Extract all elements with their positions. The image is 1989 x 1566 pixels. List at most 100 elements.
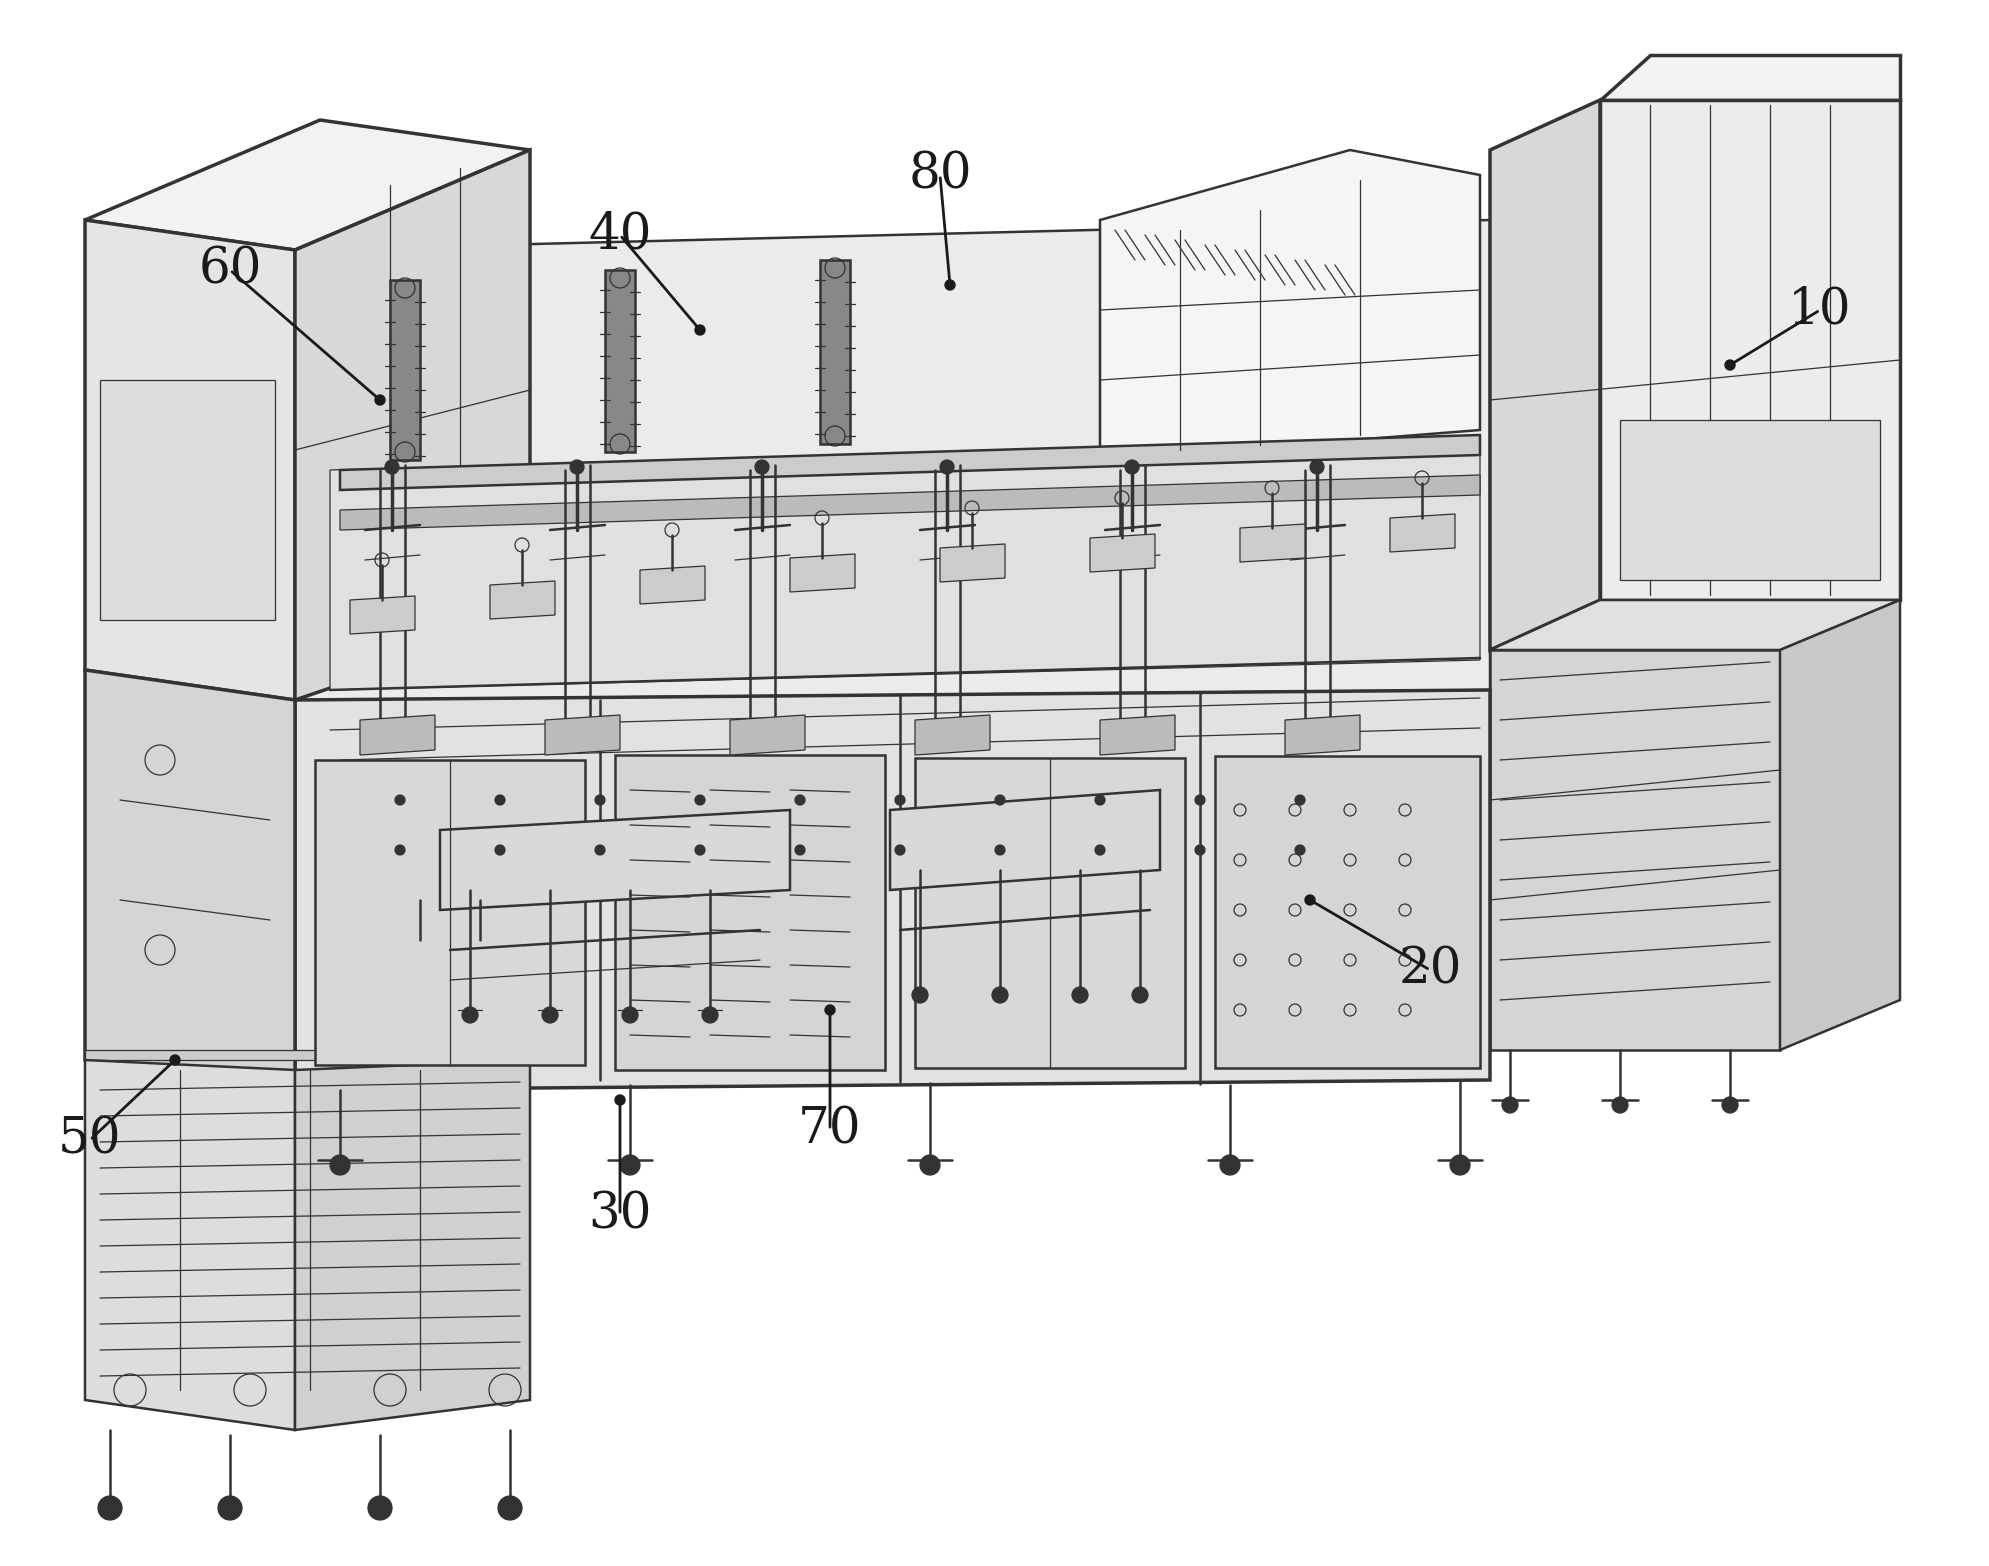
Polygon shape xyxy=(86,1060,294,1430)
Text: 30: 30 xyxy=(589,1190,652,1240)
Polygon shape xyxy=(1100,716,1174,755)
Text: 40: 40 xyxy=(589,210,652,260)
Polygon shape xyxy=(915,716,989,755)
Text: 50: 50 xyxy=(58,1115,121,1165)
Circle shape xyxy=(794,796,806,805)
Text: 20: 20 xyxy=(1398,946,1462,994)
Polygon shape xyxy=(350,597,416,634)
Polygon shape xyxy=(489,581,555,619)
Circle shape xyxy=(1305,896,1315,905)
Text: 80: 80 xyxy=(907,150,971,200)
Polygon shape xyxy=(1599,100,1899,600)
Polygon shape xyxy=(819,260,849,445)
Polygon shape xyxy=(86,121,529,251)
Circle shape xyxy=(495,796,505,805)
Polygon shape xyxy=(545,716,621,755)
Circle shape xyxy=(919,1156,939,1174)
Polygon shape xyxy=(889,789,1160,889)
Circle shape xyxy=(330,1156,350,1174)
Circle shape xyxy=(394,796,406,805)
Polygon shape xyxy=(390,280,420,460)
Text: 70: 70 xyxy=(798,1106,861,1154)
Polygon shape xyxy=(939,543,1004,583)
Polygon shape xyxy=(294,691,1490,1090)
Polygon shape xyxy=(294,219,1490,700)
Circle shape xyxy=(569,460,583,474)
Circle shape xyxy=(169,1055,179,1065)
Circle shape xyxy=(694,326,704,335)
Circle shape xyxy=(495,846,505,855)
Polygon shape xyxy=(99,381,274,620)
Polygon shape xyxy=(1100,150,1480,460)
Circle shape xyxy=(1611,1098,1627,1113)
Circle shape xyxy=(384,460,400,474)
Circle shape xyxy=(1720,1098,1736,1113)
Polygon shape xyxy=(1490,650,1778,1049)
Circle shape xyxy=(1124,460,1138,474)
Circle shape xyxy=(994,846,1004,855)
Polygon shape xyxy=(440,810,790,910)
Polygon shape xyxy=(86,670,294,1090)
Polygon shape xyxy=(1090,534,1154,572)
Circle shape xyxy=(1724,360,1734,370)
Polygon shape xyxy=(1490,600,1899,650)
Polygon shape xyxy=(330,440,1480,691)
Polygon shape xyxy=(86,219,294,700)
Circle shape xyxy=(394,846,406,855)
Polygon shape xyxy=(294,1060,529,1430)
Polygon shape xyxy=(1599,55,1899,100)
Circle shape xyxy=(994,796,1004,805)
Circle shape xyxy=(754,460,768,474)
Circle shape xyxy=(461,1007,477,1023)
Circle shape xyxy=(497,1496,521,1521)
Circle shape xyxy=(825,1005,835,1015)
Circle shape xyxy=(615,1095,625,1106)
Circle shape xyxy=(623,1007,638,1023)
Polygon shape xyxy=(340,474,1480,529)
Polygon shape xyxy=(1490,100,1599,650)
Circle shape xyxy=(1502,1098,1518,1113)
Polygon shape xyxy=(790,554,855,592)
Circle shape xyxy=(694,846,704,855)
Circle shape xyxy=(1309,460,1323,474)
Polygon shape xyxy=(360,716,436,755)
Circle shape xyxy=(1295,796,1305,805)
Polygon shape xyxy=(640,565,704,604)
Polygon shape xyxy=(1239,525,1305,562)
Circle shape xyxy=(1195,796,1205,805)
Polygon shape xyxy=(86,1049,529,1060)
Circle shape xyxy=(1295,846,1305,855)
Circle shape xyxy=(595,846,605,855)
Polygon shape xyxy=(615,755,885,1070)
Polygon shape xyxy=(340,435,1480,490)
Circle shape xyxy=(895,796,905,805)
Circle shape xyxy=(1094,796,1104,805)
Polygon shape xyxy=(294,150,529,700)
Circle shape xyxy=(911,987,927,1002)
Polygon shape xyxy=(314,760,585,1065)
Circle shape xyxy=(595,796,605,805)
Circle shape xyxy=(939,460,953,474)
Polygon shape xyxy=(915,758,1183,1068)
Polygon shape xyxy=(1285,716,1358,755)
Circle shape xyxy=(1072,987,1088,1002)
Circle shape xyxy=(368,1496,392,1521)
Circle shape xyxy=(1219,1156,1239,1174)
Circle shape xyxy=(374,395,384,406)
Circle shape xyxy=(1450,1156,1470,1174)
Polygon shape xyxy=(1778,600,1899,1049)
Polygon shape xyxy=(1215,756,1480,1068)
Circle shape xyxy=(991,987,1008,1002)
Circle shape xyxy=(1195,846,1205,855)
Circle shape xyxy=(794,846,806,855)
Circle shape xyxy=(97,1496,121,1521)
Polygon shape xyxy=(730,716,806,755)
Polygon shape xyxy=(1619,420,1880,579)
Polygon shape xyxy=(605,269,634,453)
Circle shape xyxy=(1094,846,1104,855)
Text: 60: 60 xyxy=(199,246,263,294)
Circle shape xyxy=(541,1007,557,1023)
Text: 10: 10 xyxy=(1788,285,1852,335)
Circle shape xyxy=(621,1156,640,1174)
Circle shape xyxy=(1132,987,1148,1002)
